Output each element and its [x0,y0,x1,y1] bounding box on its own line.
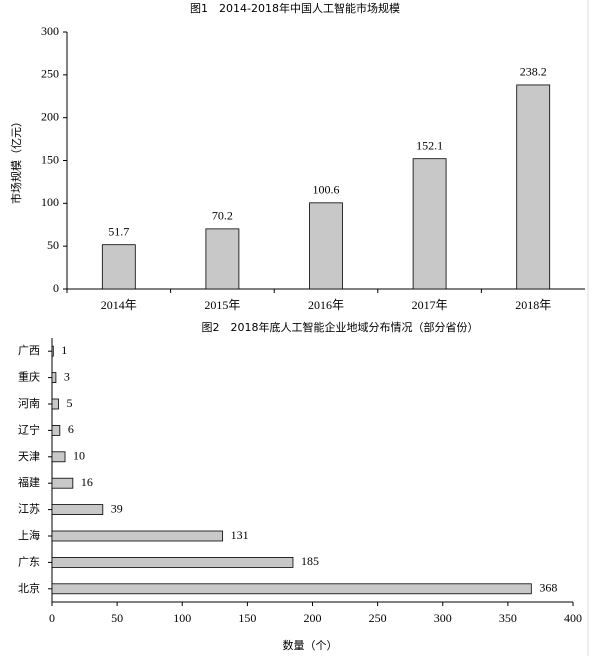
value-label: 185 [301,554,319,568]
x-tick-label: 0 [49,611,55,625]
y-tick-label: 300 [41,24,59,38]
y-tick-label: 200 [41,109,59,123]
bar [51,372,57,384]
value-label: 368 [539,581,557,595]
bar [516,84,551,290]
x-tick-label: 2014年 [101,298,137,312]
chart-title: 图1 2014-2018年中国人工智能市场规模 [190,1,400,15]
value-label: 152.1 [416,138,443,152]
y-tick-label: 重庆 [18,370,40,384]
y-tick-label: 辽宁 [18,422,40,436]
value-label: 3 [64,369,70,383]
value-label: 238.2 [520,65,547,79]
x-axis-label: 数量（个） [283,639,338,652]
x-tick-label: 2015年 [204,298,240,312]
y-tick-label: 0 [53,281,59,295]
x-tick-label: 50 [111,611,123,625]
x-tick-label: 300 [434,611,452,625]
y-tick-label: 河南 [18,397,40,410]
y-tick-label: 福建 [18,475,40,489]
bar [51,424,61,436]
value-label: 70.2 [212,209,233,223]
value-label: 10 [73,449,85,463]
y-tick-label: 上海 [18,528,40,542]
y-tick-label: 250 [41,67,59,81]
x-tick-label: 200 [304,611,322,625]
value-label: 131 [231,528,249,542]
y-axis-label: 市场规模（亿元） [9,116,23,204]
bar [51,557,294,568]
bar [51,504,104,516]
value-label: 5 [67,396,73,410]
y-tick-label: 江苏 [18,503,40,516]
x-tick-label: 350 [499,611,517,625]
x-tick-label: 250 [369,611,387,625]
chart-title: 图2 2018年底人工智能企业地域分布情况（部分省份） [202,320,479,334]
x-tick-label: 150 [238,611,256,625]
bar [412,158,447,290]
y-tick-label: 150 [41,152,59,166]
x-tick-label: 400 [564,611,582,625]
x-tick-label: 2017年 [412,298,448,312]
x-tick-label: 2018年 [515,298,551,312]
bar [51,583,532,595]
value-label: 16 [81,475,93,489]
bar [51,477,74,489]
value-label: 1 [61,343,67,357]
y-tick-label: 北京 [18,581,40,595]
y-tick-label: 50 [47,238,59,252]
bar [51,530,224,542]
y-tick-label: 广西 [18,344,40,357]
value-label: 39 [111,501,123,515]
y-tick-label: 广东 [18,555,40,568]
bar [101,244,136,290]
bar [51,398,59,410]
x-tick-label: 2016年 [308,298,344,312]
bar [205,228,240,290]
value-label: 6 [68,422,74,436]
bar [51,451,66,463]
y-tick-label: 天津 [18,450,40,463]
value-label: 100.6 [313,183,340,197]
x-tick-label: 100 [173,611,191,625]
value-label: 51.7 [108,224,129,238]
y-tick-label: 100 [41,195,59,209]
bar [51,345,54,357]
bar [309,202,343,290]
